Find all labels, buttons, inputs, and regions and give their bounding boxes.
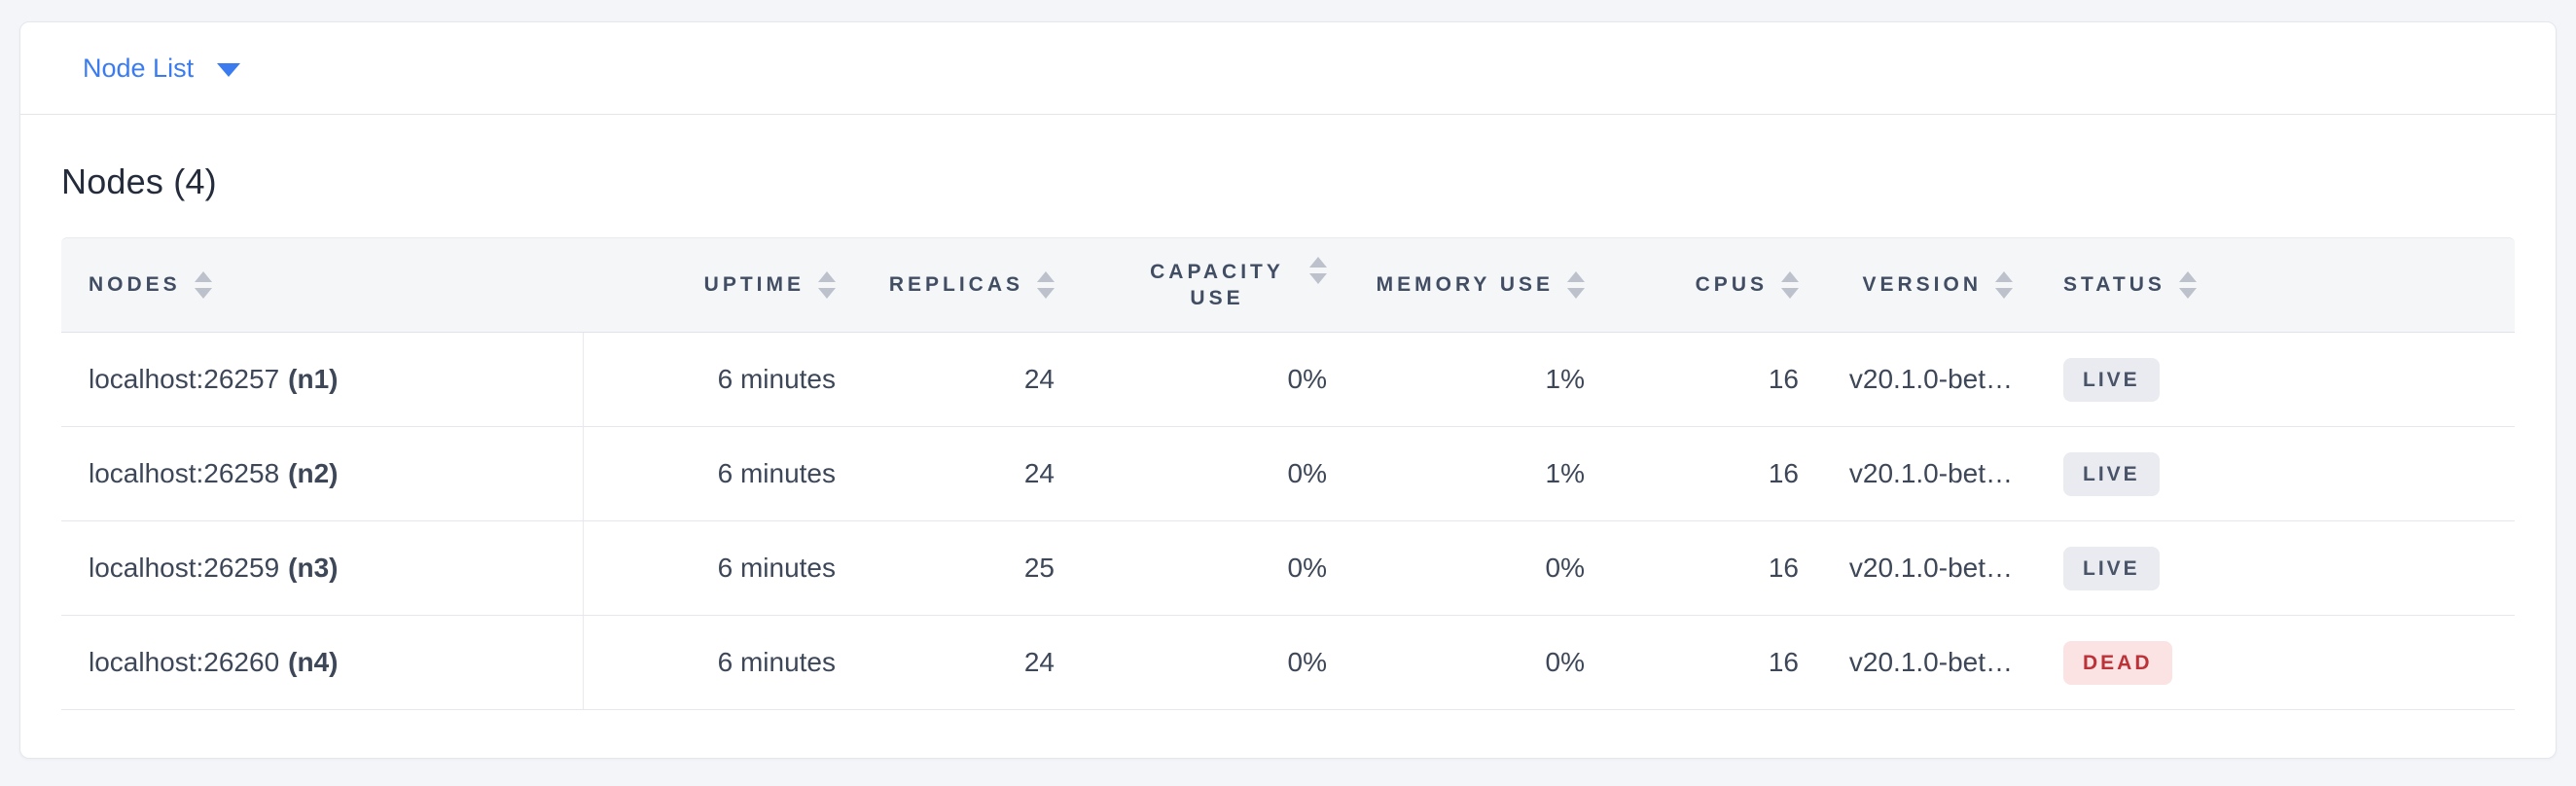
cell-uptime: 6 minutes	[584, 427, 859, 521]
table-body: localhost:26257 (n1) 6 minutes 24 0% 1% 1…	[61, 333, 2515, 710]
column-header-version[interactable]: VERSION	[1822, 237, 2036, 333]
cell-memory-use: 1%	[1350, 333, 1608, 427]
column-label: UPTIME	[703, 273, 805, 297]
sort-icon	[1037, 271, 1055, 299]
column-header-uptime[interactable]: UPTIME	[584, 237, 859, 333]
column-label: CAPACITY USE	[1150, 260, 1284, 309]
table-row[interactable]: localhost:26259 (n3) 6 minutes 25 0% 0% 1…	[61, 521, 2515, 616]
cell-cpus: 16	[1608, 521, 1822, 616]
cell-cpus: 16	[1608, 427, 1822, 521]
table-header: NODES UPTIME REPLICAS CAPACITY USE MEMOR	[61, 237, 2515, 333]
sort-icon	[2178, 271, 2197, 299]
header-row: NODES UPTIME REPLICAS CAPACITY USE MEMOR	[61, 237, 2515, 333]
cell-status: LIVE	[2036, 427, 2515, 521]
node-list-card: Node List Nodes (4) NODES UPTIME	[19, 21, 2557, 759]
nodes-table: NODES UPTIME REPLICAS CAPACITY USE MEMOR	[61, 237, 2515, 710]
cell-capacity-use: 0%	[1078, 521, 1350, 616]
column-label: VERSION	[1862, 273, 1982, 297]
sort-icon	[1567, 271, 1585, 299]
cell-status: LIVE	[2036, 521, 2515, 616]
cell-version: v20.1.0-bet…	[1822, 521, 2036, 616]
cell-memory-use: 1%	[1350, 427, 1608, 521]
node-id: (n4)	[288, 647, 339, 677]
column-label: CPUS	[1695, 273, 1768, 297]
column-label: NODES	[89, 273, 181, 297]
sort-icon	[1781, 271, 1799, 299]
cell-status: DEAD	[2036, 616, 2515, 710]
sort-icon	[1995, 271, 2013, 299]
cell-replicas: 24	[859, 616, 1078, 710]
node-id: (n2)	[288, 458, 339, 488]
cell-uptime: 6 minutes	[584, 521, 859, 616]
node-address: localhost:26260	[89, 647, 280, 677]
cell-version: v20.1.0-bet…	[1822, 616, 2036, 710]
node-address: localhost:26258	[89, 458, 280, 488]
column-label: MEMORY USE	[1376, 273, 1554, 297]
cell-memory-use: 0%	[1350, 521, 1608, 616]
cell-replicas: 25	[859, 521, 1078, 616]
cell-cpus: 16	[1608, 333, 1822, 427]
cell-node-address[interactable]: localhost:26260 (n4)	[61, 616, 584, 710]
sort-icon	[1309, 257, 1327, 284]
column-label: REPLICAS	[888, 273, 1023, 297]
cell-replicas: 24	[859, 333, 1078, 427]
status-badge: DEAD	[2063, 640, 2172, 685]
cell-cpus: 16	[1608, 616, 1822, 710]
cell-capacity-use: 0%	[1078, 427, 1350, 521]
nodes-section: Nodes (4) NODES UPTIME RE	[20, 115, 2556, 749]
cell-node-address[interactable]: localhost:26258 (n2)	[61, 427, 584, 521]
column-header-status[interactable]: STATUS	[2036, 237, 2515, 333]
column-header-replicas[interactable]: REPLICAS	[859, 237, 1078, 333]
cell-capacity-use: 0%	[1078, 616, 1350, 710]
node-id: (n1)	[288, 364, 339, 394]
node-id: (n3)	[288, 553, 339, 583]
cell-version: v20.1.0-bet…	[1822, 427, 2036, 521]
sort-icon	[818, 271, 836, 299]
node-address: localhost:26259	[89, 553, 280, 583]
cell-node-address[interactable]: localhost:26259 (n3)	[61, 521, 584, 616]
status-badge: LIVE	[2063, 451, 2160, 496]
cell-version: v20.1.0-bet…	[1822, 333, 2036, 427]
cell-capacity-use: 0%	[1078, 333, 1350, 427]
column-header-cpus[interactable]: CPUS	[1608, 237, 1822, 333]
cell-uptime: 6 minutes	[584, 333, 859, 427]
cell-memory-use: 0%	[1350, 616, 1608, 710]
node-address: localhost:26257	[89, 364, 280, 394]
node-list-dropdown[interactable]: Node List	[83, 53, 241, 84]
cell-node-address[interactable]: localhost:26257 (n1)	[61, 333, 584, 427]
cell-replicas: 24	[859, 427, 1078, 521]
column-label: STATUS	[2063, 273, 2165, 297]
column-header-nodes[interactable]: NODES	[61, 237, 584, 333]
table-row[interactable]: localhost:26260 (n4) 6 minutes 24 0% 0% 1…	[61, 616, 2515, 710]
status-badge: LIVE	[2063, 546, 2160, 590]
chevron-down-icon	[217, 62, 241, 77]
cell-uptime: 6 minutes	[584, 616, 859, 710]
node-list-dropdown-label: Node List	[83, 53, 195, 83]
status-badge: LIVE	[2063, 357, 2160, 402]
sort-icon	[194, 271, 212, 299]
cell-status: LIVE	[2036, 333, 2515, 427]
table-row[interactable]: localhost:26258 (n2) 6 minutes 24 0% 1% 1…	[61, 427, 2515, 521]
column-header-capacity-use[interactable]: CAPACITY USE	[1078, 237, 1350, 333]
view-selector-bar: Node List	[20, 22, 2556, 115]
page-title: Nodes (4)	[61, 161, 217, 201]
column-header-memory-use[interactable]: MEMORY USE	[1350, 237, 1608, 333]
table-row[interactable]: localhost:26257 (n1) 6 minutes 24 0% 1% 1…	[61, 333, 2515, 427]
